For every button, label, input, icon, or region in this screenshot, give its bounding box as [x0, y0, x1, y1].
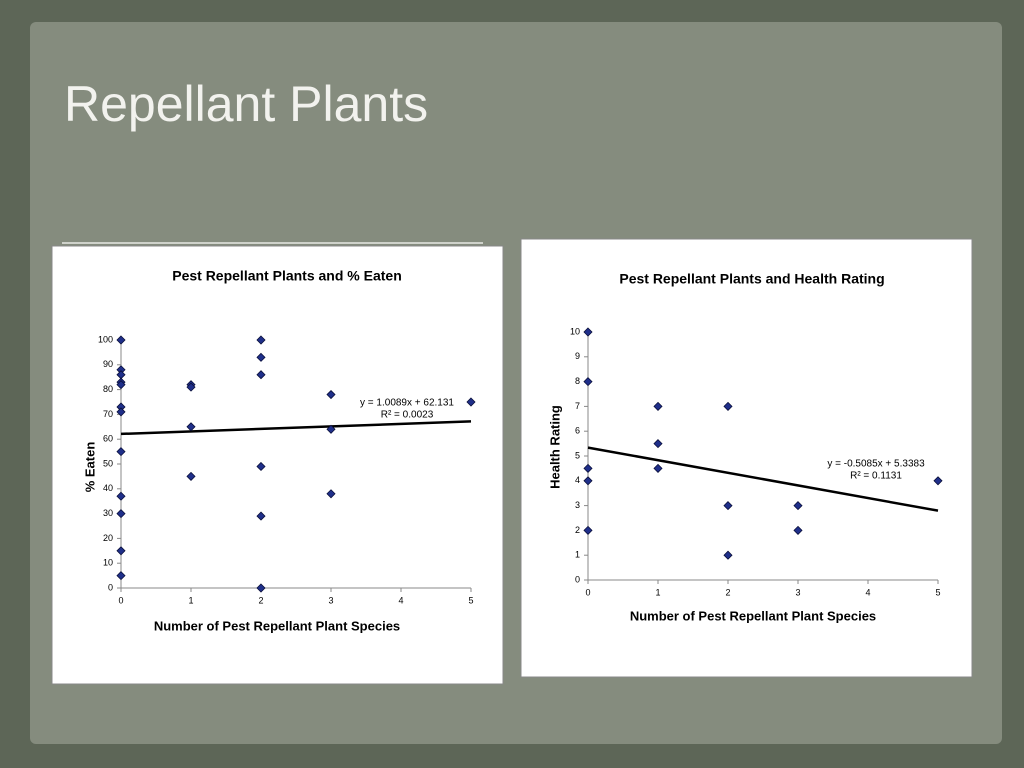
chart-title: Pest Repellant Plants and % Eaten — [172, 268, 402, 284]
data-point — [933, 476, 943, 486]
y-tick-label: 2 — [575, 525, 580, 535]
data-point — [186, 422, 196, 432]
data-point — [723, 550, 733, 560]
x-tick-label: 5 — [935, 587, 940, 597]
data-point — [793, 501, 803, 511]
y-tick-label: 3 — [575, 500, 580, 510]
y-tick-label: 0 — [575, 574, 580, 584]
x-axis-label: Number of Pest Repellant Plant Species — [154, 618, 400, 633]
data-point — [326, 489, 336, 499]
trendline-r-squared: R² = 0.1131 — [850, 471, 902, 482]
y-tick-label: 20 — [103, 533, 113, 543]
data-point — [116, 571, 126, 581]
x-tick-label: 2 — [725, 587, 730, 597]
x-tick-label: 5 — [468, 595, 473, 605]
data-point — [186, 471, 196, 481]
x-tick-label: 4 — [865, 587, 870, 597]
data-point — [116, 407, 126, 417]
y-tick-label: 50 — [103, 458, 113, 468]
y-tick-label: 7 — [575, 401, 580, 411]
y-tick-label: 1 — [575, 550, 580, 560]
y-tick-label: 60 — [103, 434, 113, 444]
data-point — [723, 501, 733, 511]
data-point — [116, 546, 126, 556]
data-point — [583, 525, 593, 535]
y-tick-label: 30 — [103, 508, 113, 518]
y-tick-label: 0 — [108, 582, 113, 592]
y-tick-label: 80 — [103, 384, 113, 394]
y-tick-label: 9 — [575, 351, 580, 361]
data-point — [653, 439, 663, 449]
data-point — [653, 401, 663, 411]
x-tick-label: 3 — [795, 587, 800, 597]
data-point — [116, 447, 126, 457]
y-tick-label: 8 — [575, 376, 580, 386]
data-point — [466, 397, 476, 407]
data-point — [116, 335, 126, 345]
x-tick-label: 3 — [328, 595, 333, 605]
x-tick-label: 0 — [118, 595, 123, 605]
trendline — [120, 420, 472, 436]
data-point — [723, 401, 733, 411]
x-tick-label: 1 — [188, 595, 193, 605]
data-point — [256, 335, 266, 345]
data-point — [256, 370, 266, 380]
data-point — [186, 382, 196, 392]
data-point — [583, 463, 593, 473]
data-point — [583, 476, 593, 486]
y-axis-label: Health Rating — [547, 405, 562, 489]
y-axis-label: % Eaten — [82, 442, 97, 493]
data-point — [326, 389, 336, 400]
trendline-r-squared: R² = 0.0023 — [381, 410, 434, 421]
y-tick-label: 100 — [98, 334, 113, 344]
y-tick-label: 90 — [103, 359, 113, 369]
data-point — [116, 491, 126, 501]
x-tick-label: 1 — [655, 587, 660, 597]
x-tick-label: 2 — [258, 595, 263, 605]
data-point — [116, 509, 126, 519]
data-point — [116, 380, 126, 390]
y-tick-label: 10 — [103, 558, 113, 568]
data-point — [256, 511, 266, 521]
data-point — [653, 463, 663, 473]
data-point — [583, 377, 593, 387]
x-axis-label: Number of Pest Repellant Plant Species — [630, 608, 876, 623]
trendline-equation: y = 1.0089x + 62.131 — [360, 398, 454, 409]
y-tick-label: 6 — [575, 426, 580, 436]
data-point — [256, 461, 266, 472]
data-point — [793, 525, 803, 535]
x-tick-label: 0 — [585, 587, 590, 597]
y-tick-label: 10 — [570, 326, 580, 336]
y-tick-label: 70 — [103, 409, 113, 419]
data-point — [256, 352, 266, 362]
trendline-equation: y = -0.5085x + 5.3383 — [827, 459, 925, 470]
y-tick-label: 4 — [575, 475, 580, 485]
x-tick-label: 4 — [398, 595, 403, 605]
chart-frame — [51, 245, 504, 685]
chart-frame — [520, 238, 973, 678]
trendline — [587, 446, 939, 512]
y-tick-label: 40 — [103, 483, 113, 493]
data-point — [256, 583, 266, 593]
chart-title: Pest Repellant Plants and Health Rating — [619, 271, 884, 287]
data-point — [583, 327, 593, 337]
slide-title: Repellant Plants — [64, 76, 428, 132]
data-point — [326, 424, 336, 434]
y-tick-label: 5 — [575, 450, 580, 460]
